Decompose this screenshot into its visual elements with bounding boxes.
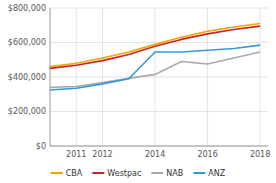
x-grid-line (102, 8, 103, 146)
y-tick-label: $200,000 (8, 107, 46, 116)
legend-label: NAB (166, 169, 183, 178)
y-grid-line (50, 111, 268, 112)
y-grid-line (50, 77, 268, 78)
axes: $0 $200,000 $400,000 $600,000 $800,000 2011 20… (8, 4, 270, 160)
series-lines (50, 24, 260, 90)
x-grid-line (155, 8, 156, 146)
legend-swatch (51, 172, 63, 174)
chart: $0 $200,000 $400,000 $600,000 $800,000 2011 20… (0, 0, 276, 183)
y-grid-line (50, 8, 268, 9)
x-tick-label: 2012 (92, 150, 112, 159)
legend-label: ANZ (208, 169, 225, 178)
legend-swatch (151, 172, 163, 174)
legend-item: ANZ (193, 169, 225, 178)
x-grid-line (76, 8, 77, 146)
y-tick-label: $400,000 (8, 73, 46, 82)
x-axis-line (50, 146, 268, 147)
legend: CBA Westpac NAB ANZ (51, 169, 226, 178)
x-grid-line (260, 8, 261, 146)
x-tick-label: 2011 (66, 150, 86, 159)
series-line (50, 52, 260, 87)
x-grid-line (207, 8, 208, 146)
y-tick-label: $0 (36, 142, 46, 151)
y-tick-label: $800,000 (8, 4, 46, 13)
x-tick-label: 2018 (250, 150, 270, 159)
x-tick-label: 2014 (145, 150, 165, 159)
legend-label: CBA (66, 169, 83, 178)
y-axis-line (50, 8, 51, 146)
y-grid-line (50, 146, 268, 147)
x-tick-label: 2016 (197, 150, 217, 159)
legend-item: NAB (151, 169, 183, 178)
series-line (50, 26, 260, 68)
legend-swatch (92, 172, 104, 174)
legend-label: Westpac (107, 169, 141, 178)
grid (50, 8, 268, 146)
legend-item: CBA (51, 169, 83, 178)
legend-item: Westpac (92, 169, 141, 178)
legend-swatch (193, 172, 205, 174)
series-line (50, 45, 260, 90)
y-tick-label: $600,000 (8, 38, 46, 47)
